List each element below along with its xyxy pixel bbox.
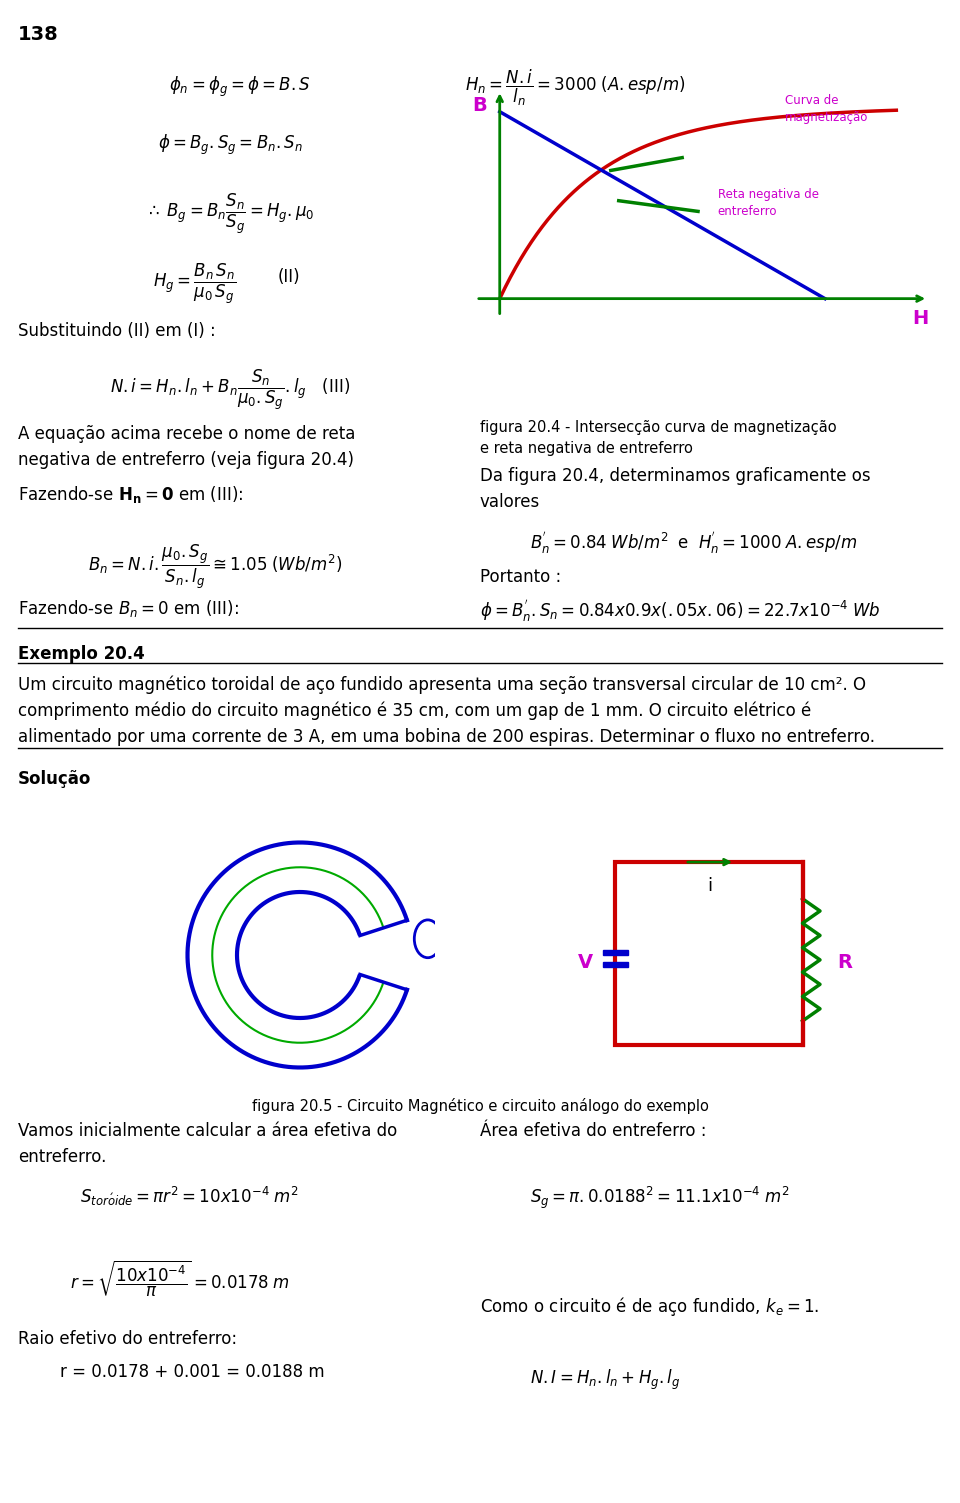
Text: Fazendo-se $\mathbf{H_n} = \mathbf{0}$ em (III):: Fazendo-se $\mathbf{H_n} = \mathbf{0}$ e… (18, 484, 244, 505)
Text: $\therefore\; B_g = B_n\dfrac{S_n}{S_g} = H_g.\mu_0$: $\therefore\; B_g = B_n\dfrac{S_n}{S_g} … (145, 192, 315, 236)
Text: Fazendo-se $B_n = 0$ em (III):: Fazendo-se $B_n = 0$ em (III): (18, 598, 239, 619)
Text: Da figura 20.4, determinamos graficamente os
valores: Da figura 20.4, determinamos graficament… (480, 467, 871, 511)
Text: $S_{tor\acute{o}ide} = \pi r^2 = 10x10^{-4}\;m^2$: $S_{tor\acute{o}ide} = \pi r^2 = 10x10^{… (80, 1184, 299, 1208)
Text: Solução: Solução (18, 770, 91, 788)
Text: Área efetiva do entreferro :: Área efetiva do entreferro : (480, 1123, 707, 1139)
Text: (II): (II) (278, 268, 300, 286)
Text: $S_g = \pi.0.0188^2 = 11.1x10^{-4}\;m^2$: $S_g = \pi.0.0188^2 = 11.1x10^{-4}\;m^2$ (530, 1184, 790, 1211)
Text: $\phi = B_n^{'}.S_n = 0.84x0.9x(.05x.06) = 22.7x10^{-4}\;Wb$: $\phi = B_n^{'}.S_n = 0.84x0.9x(.05x.06)… (480, 598, 880, 624)
Text: H: H (912, 310, 928, 328)
Text: $B_n^{'} = 0.84\;Wb/m^2\;\text{ e }\;H_n^{'} = 1000\;A.esp/m$: $B_n^{'} = 0.84\;Wb/m^2\;\text{ e }\;H_n… (530, 531, 857, 556)
Text: $B_n = N.i.\dfrac{\mu_0.S_g}{S_n.l_g} \cong 1.05\;(Wb/m^2)$: $B_n = N.i.\dfrac{\mu_0.S_g}{S_n.l_g} \c… (88, 543, 342, 591)
Text: Exemplo 20.4: Exemplo 20.4 (18, 645, 145, 663)
Text: Curva de
magnetização: Curva de magnetização (785, 93, 869, 123)
Text: figura 20.4 - Intersecção curva de magnetização
e reta negativa de entreferro: figura 20.4 - Intersecção curva de magne… (480, 419, 836, 455)
Text: 138: 138 (18, 26, 59, 44)
Text: $\phi_n = \phi_g = \phi = B.S$: $\phi_n = \phi_g = \phi = B.S$ (169, 75, 311, 99)
Text: Reta negativa de
entreferro: Reta negativa de entreferro (718, 188, 819, 218)
Text: $H_g = \dfrac{B_n\,S_n}{\mu_0\,S_g}$: $H_g = \dfrac{B_n\,S_n}{\mu_0\,S_g}$ (154, 262, 236, 307)
Text: figura 20.5 - Circuito Magnético e circuito análogo do exemplo: figura 20.5 - Circuito Magnético e circu… (252, 1099, 708, 1114)
Text: i: i (708, 876, 712, 894)
Text: $H_n = \dfrac{N.i}{l_n} = 3000\;(A.esp / m)$: $H_n = \dfrac{N.i}{l_n} = 3000\;(A.esp /… (465, 68, 685, 108)
Text: Substituindo (II) em (I) :: Substituindo (II) em (I) : (18, 322, 216, 340)
Text: $N.I = H_n.l_n + H_g.l_g$: $N.I = H_n.l_n + H_g.l_g$ (530, 1368, 681, 1392)
Text: Um circuito magnético toroidal de aço fundido apresenta uma seção transversal ci: Um circuito magnético toroidal de aço fu… (18, 675, 875, 745)
Text: $N.i = H_n.l_n + B_n\dfrac{S_n}{\mu_0.S_g}.l_g \quad\text{(III)}$: $N.i = H_n.l_n + B_n\dfrac{S_n}{\mu_0.S_… (110, 368, 350, 412)
Text: $r = \sqrt{\dfrac{10x10^{-4}}{\pi}} = 0.0178\;m$: $r = \sqrt{\dfrac{10x10^{-4}}{\pi}} = 0.… (70, 1258, 290, 1299)
Bar (603, 950, 628, 954)
Text: R: R (837, 953, 852, 972)
Text: Vamos inicialmente calcular a área efetiva do
entreferro.: Vamos inicialmente calcular a área efeti… (18, 1123, 397, 1166)
Text: $\phi = B_g.S_g = B_n.S_n$: $\phi = B_g.S_g = B_n.S_n$ (157, 132, 302, 158)
Bar (615, 863, 803, 1046)
Bar (603, 962, 628, 968)
Text: Portanto :: Portanto : (480, 568, 562, 586)
Text: Como o circuito é de aço fundido, $k_e = 1$.: Como o circuito é de aço fundido, $k_e =… (480, 1296, 819, 1318)
Text: A equação acima recebe o nome de reta
negativa de entreferro (veja figura 20.4): A equação acima recebe o nome de reta ne… (18, 425, 355, 469)
Text: Raio efetivo do entreferro:: Raio efetivo do entreferro: (18, 1330, 237, 1348)
Text: B: B (472, 96, 488, 114)
Text: V: V (577, 953, 592, 972)
Text: r = 0.0178 + 0.001 = 0.0188 m: r = 0.0178 + 0.001 = 0.0188 m (60, 1363, 324, 1381)
